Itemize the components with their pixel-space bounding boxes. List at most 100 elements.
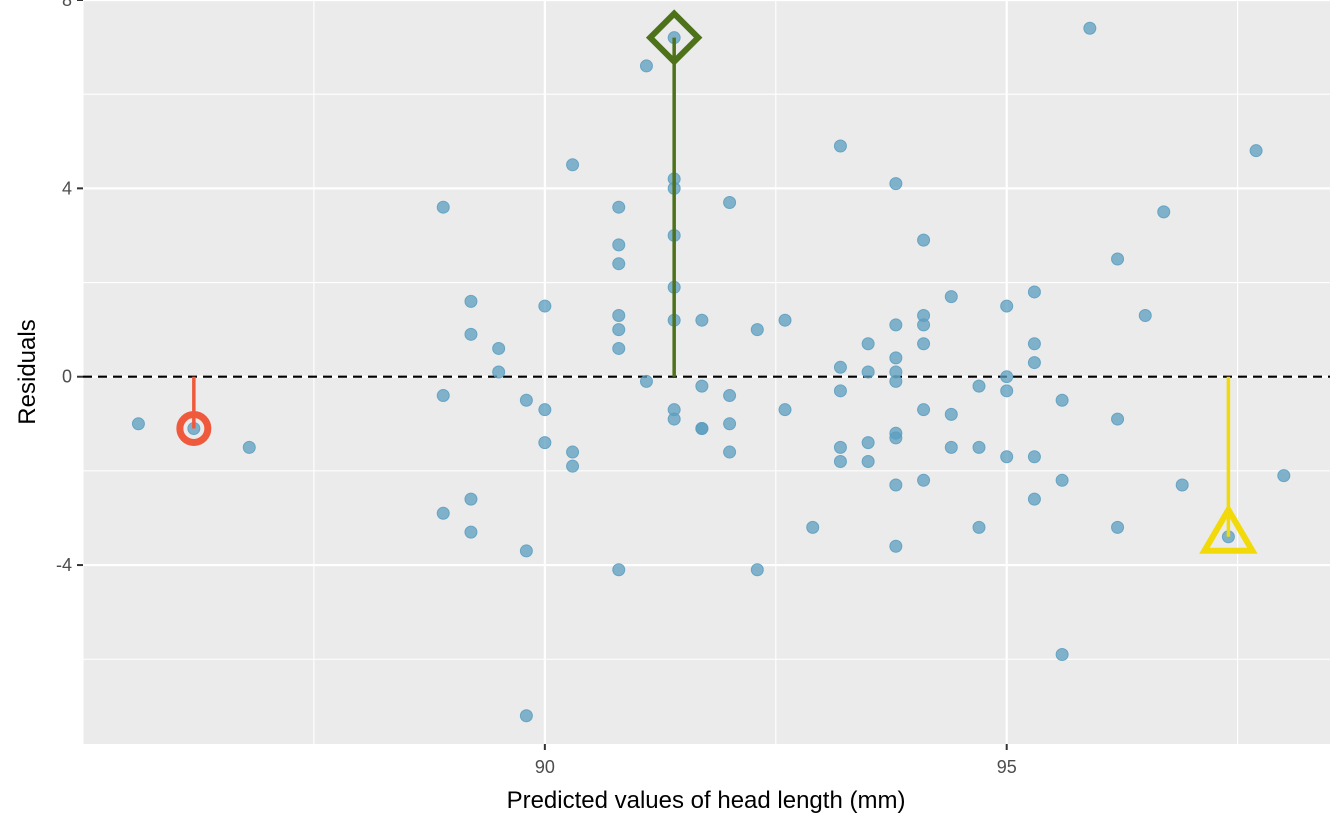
data-point (566, 445, 580, 459)
data-point (667, 412, 681, 426)
highlighted-residuals (176, 9, 1258, 554)
data-point (1055, 648, 1069, 662)
x-axis: 90 95 (535, 744, 1017, 777)
data-point (833, 360, 847, 374)
data-point (889, 177, 903, 191)
data-point (519, 544, 533, 558)
data-point (464, 327, 478, 341)
data-point (612, 323, 626, 337)
data-point (889, 351, 903, 365)
data-point (750, 323, 764, 337)
data-point (944, 440, 958, 454)
data-point (566, 459, 580, 473)
data-point (612, 341, 626, 355)
data-point (833, 440, 847, 454)
data-point (695, 379, 709, 393)
data-point (1027, 285, 1041, 299)
data-point (612, 200, 626, 214)
data-point (723, 417, 737, 431)
y-axis-title: Residuals (14, 319, 41, 424)
data-point (1000, 299, 1014, 313)
data-point (889, 478, 903, 492)
data-point (1000, 450, 1014, 464)
data-point (1055, 393, 1069, 407)
data-point (242, 440, 256, 454)
data-point (612, 257, 626, 271)
x-axis-title: Predicted values of head length (mm) (507, 787, 906, 814)
data-point (972, 440, 986, 454)
y-tick-label: 0 (62, 367, 72, 387)
data-point (917, 337, 931, 351)
data-point (612, 238, 626, 252)
data-point (612, 308, 626, 322)
data-point (778, 313, 792, 327)
data-point (519, 393, 533, 407)
data-point (1027, 356, 1041, 370)
data-point (861, 454, 875, 468)
data-point (492, 365, 506, 379)
data-point (538, 299, 552, 313)
data-point (519, 709, 533, 723)
data-point (889, 318, 903, 332)
data-point (1000, 384, 1014, 398)
data-point (1138, 308, 1152, 322)
circle-highlight-marker (176, 411, 212, 447)
data-point (464, 492, 478, 506)
data-point (833, 454, 847, 468)
data-point (131, 417, 145, 431)
diamond-highlight-marker (645, 9, 703, 66)
data-point (492, 341, 506, 355)
data-point (917, 403, 931, 417)
y-tick-label: 8 (62, 0, 72, 10)
data-point (917, 233, 931, 247)
data-point (833, 139, 847, 153)
y-axis: -4 0 4 8 (56, 0, 83, 575)
data-point (695, 313, 709, 327)
data-point (1111, 252, 1125, 266)
data-point (778, 403, 792, 417)
data-point (1111, 520, 1125, 534)
data-point (861, 337, 875, 351)
data-point (436, 389, 450, 403)
data-point (464, 294, 478, 308)
data-point (639, 374, 653, 388)
data-point (1175, 478, 1189, 492)
data-point (1083, 21, 1097, 35)
data-point (889, 374, 903, 388)
data-point (889, 539, 903, 553)
data-point (639, 59, 653, 73)
data-point (1277, 469, 1291, 483)
data-point (1027, 492, 1041, 506)
data-point (833, 384, 847, 398)
data-point (723, 445, 737, 459)
data-point (464, 525, 478, 539)
x-tick-label: 90 (535, 757, 555, 777)
data-point (750, 563, 764, 577)
data-point (944, 290, 958, 304)
data-point (1111, 412, 1125, 426)
data-point (889, 431, 903, 445)
data-point (944, 407, 958, 421)
y-tick-label: 4 (62, 178, 72, 198)
data-point (538, 436, 552, 450)
data-point (723, 389, 737, 403)
data-point (612, 563, 626, 577)
data-point (1027, 337, 1041, 351)
x-tick-label: 95 (997, 757, 1017, 777)
data-point (1055, 473, 1069, 487)
data-point (723, 195, 737, 209)
data-point (1027, 450, 1041, 464)
triangle-highlight-marker (1199, 503, 1258, 554)
data-point (1249, 144, 1263, 158)
data-point (1000, 370, 1014, 384)
panel-background (83, 0, 1330, 744)
data-point (1157, 205, 1171, 219)
data-point (917, 473, 931, 487)
data-point (436, 506, 450, 520)
data-point (917, 318, 931, 332)
data-point (695, 422, 709, 436)
data-point (972, 520, 986, 534)
data-point (972, 379, 986, 393)
data-point (806, 520, 820, 534)
